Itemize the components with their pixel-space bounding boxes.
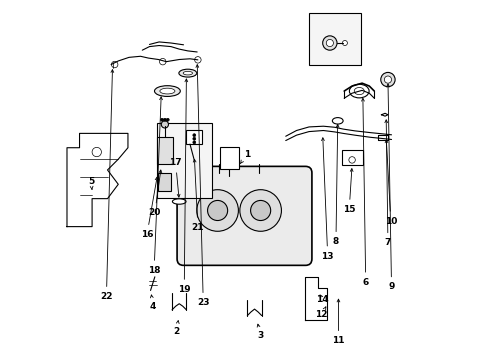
Text: 8: 8: [332, 125, 338, 246]
Text: 3: 3: [257, 324, 263, 341]
Bar: [220, 147, 238, 168]
Circle shape: [163, 118, 166, 121]
Circle shape: [192, 137, 195, 140]
Text: 13: 13: [321, 138, 333, 261]
Text: 17: 17: [169, 158, 182, 197]
Circle shape: [192, 141, 195, 144]
Circle shape: [239, 190, 281, 231]
Circle shape: [384, 76, 391, 83]
Bar: [158, 173, 171, 192]
Text: 21: 21: [191, 159, 203, 232]
Text: 18: 18: [147, 97, 162, 275]
Circle shape: [380, 72, 394, 87]
Bar: [341, 150, 362, 165]
Text: 4: 4: [149, 295, 156, 311]
Text: 22: 22: [100, 70, 114, 301]
Text: 23: 23: [196, 65, 209, 307]
Circle shape: [342, 41, 346, 45]
Text: 7: 7: [384, 120, 390, 247]
Ellipse shape: [160, 88, 175, 94]
Text: 12: 12: [315, 307, 327, 319]
Circle shape: [161, 121, 168, 128]
Text: 14: 14: [316, 294, 328, 303]
Bar: [308, 13, 360, 65]
Circle shape: [111, 61, 118, 68]
Circle shape: [160, 118, 163, 121]
Text: 16: 16: [141, 177, 158, 239]
Circle shape: [322, 36, 336, 50]
Text: 9: 9: [386, 84, 394, 291]
Circle shape: [159, 58, 165, 65]
Ellipse shape: [183, 71, 192, 75]
Text: 6: 6: [361, 98, 368, 287]
Bar: [156, 123, 212, 198]
Circle shape: [196, 190, 238, 231]
Circle shape: [194, 57, 201, 63]
Bar: [157, 137, 172, 164]
Ellipse shape: [154, 86, 180, 96]
Circle shape: [166, 118, 169, 121]
Circle shape: [325, 40, 333, 46]
Text: 20: 20: [148, 170, 162, 217]
Circle shape: [192, 134, 195, 136]
Text: 1: 1: [240, 150, 250, 164]
Circle shape: [348, 157, 355, 163]
Text: 15: 15: [342, 168, 355, 214]
FancyBboxPatch shape: [177, 166, 311, 265]
Text: 5: 5: [88, 177, 94, 189]
Bar: [186, 130, 202, 144]
Ellipse shape: [172, 199, 185, 204]
Text: 19: 19: [178, 79, 190, 294]
Ellipse shape: [332, 118, 343, 124]
Text: 2: 2: [173, 321, 179, 336]
Circle shape: [207, 201, 227, 221]
Text: 11: 11: [331, 299, 344, 345]
Circle shape: [92, 147, 101, 157]
Circle shape: [250, 201, 270, 221]
Text: 10: 10: [384, 140, 396, 226]
Ellipse shape: [179, 69, 196, 77]
